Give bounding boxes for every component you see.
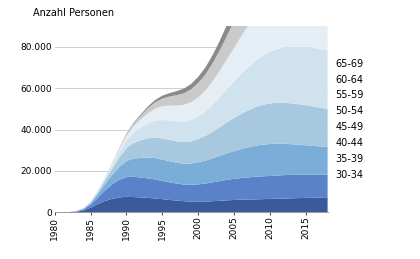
Text: Anzahl Personen: Anzahl Personen xyxy=(33,9,114,18)
Legend: 65-69, 60-64, 55-59, 50-54, 45-49, 40-44, 35-39, 30-34: 65-69, 60-64, 55-59, 50-54, 45-49, 40-44… xyxy=(335,59,364,179)
